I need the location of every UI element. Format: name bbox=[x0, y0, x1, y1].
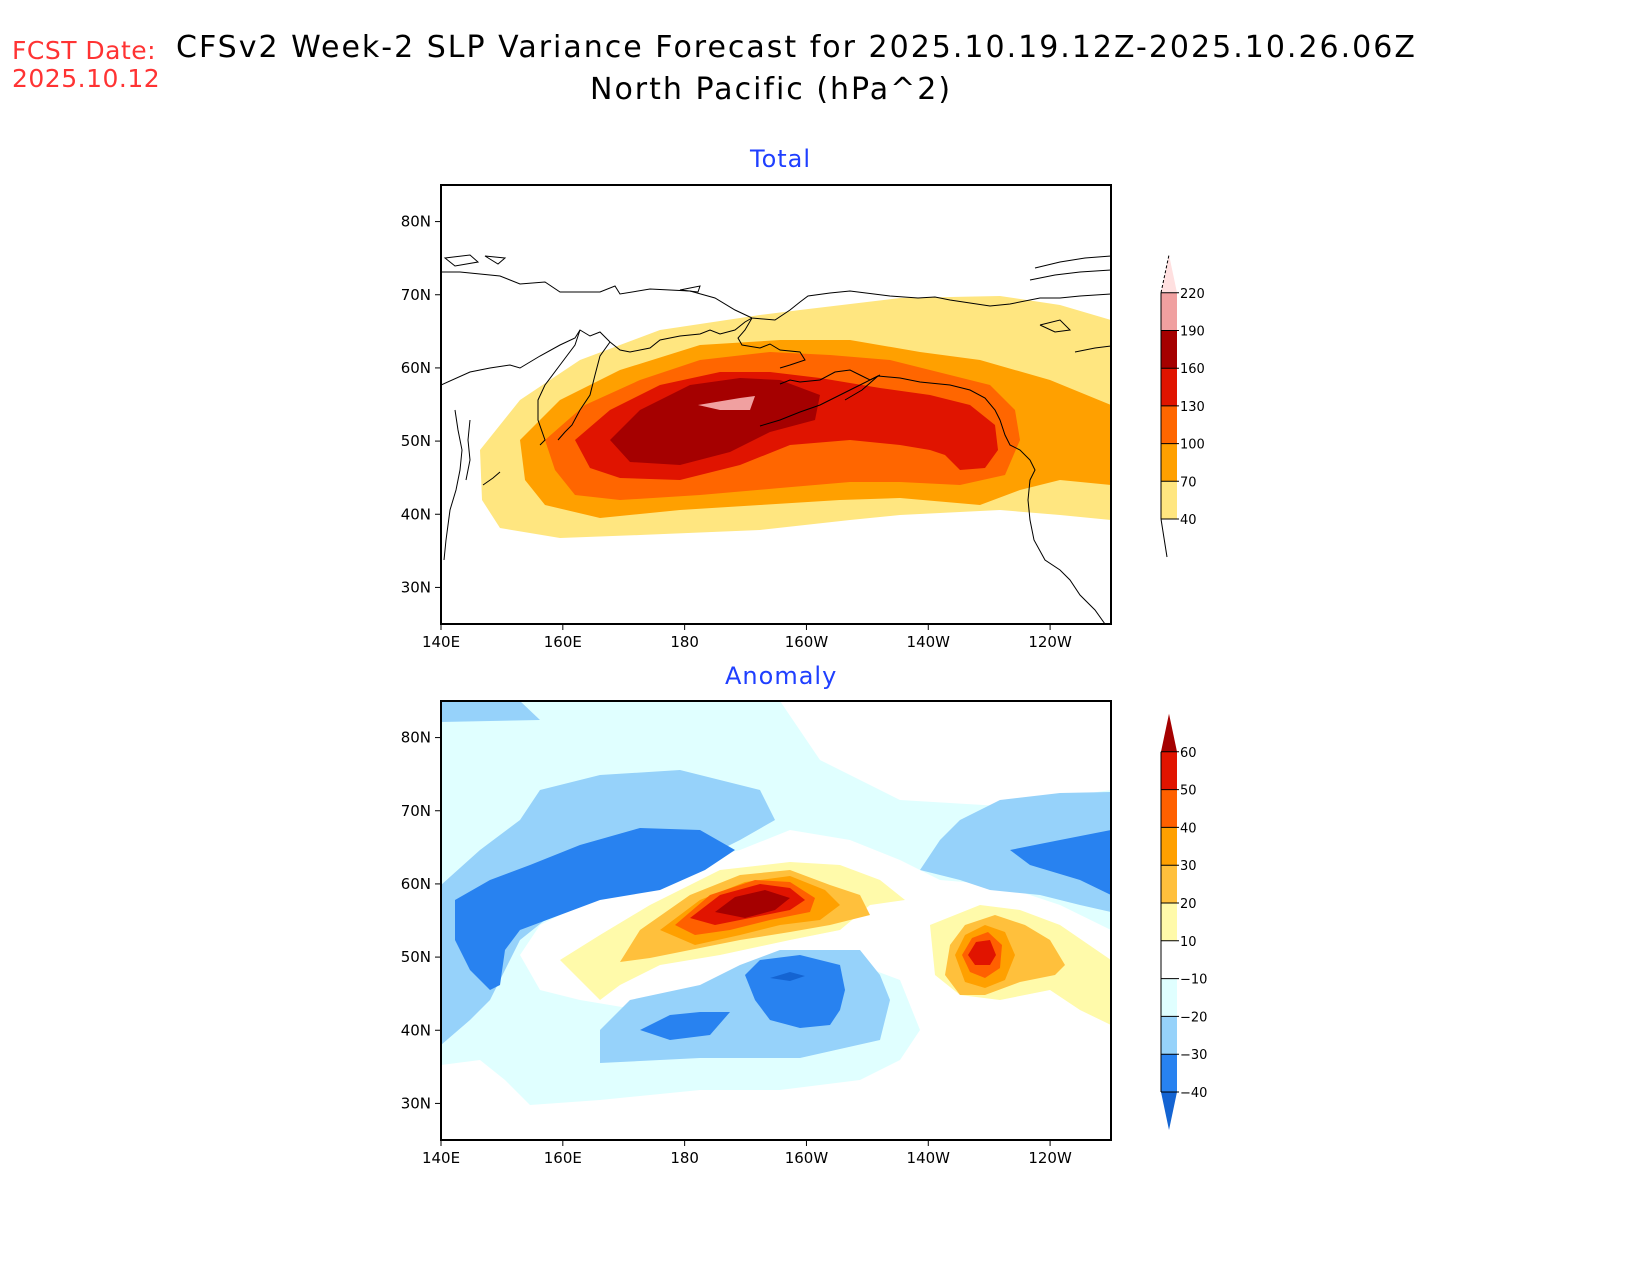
total-map-fills bbox=[441, 185, 1111, 624]
anomaly-colorbar: −40 −30 −20 −10 10 20 30 40 50 60 bbox=[1160, 713, 1207, 1130]
anomaly-colorbar-label: 40 bbox=[1180, 821, 1197, 836]
anomaly-axes: 140E 160E 180 160W 140W 120W 30N 40N 50N 60N 70N 80… bbox=[401, 729, 1072, 1167]
total-xtick-label: 160E bbox=[544, 633, 582, 651]
anomaly-colorbar-label: 10 bbox=[1180, 935, 1197, 950]
total-contour-190 bbox=[698, 396, 755, 410]
fcst-date-label: FCST Date: bbox=[12, 36, 157, 65]
total-ytick-label: 50N bbox=[401, 432, 431, 450]
total-colorbar-extend-high bbox=[1161, 254, 1177, 293]
anomaly-colorbar-label: −40 bbox=[1180, 1086, 1207, 1101]
anomaly-map-frame bbox=[440, 700, 1112, 1141]
total-colorbar: 40 70 100 130 160 190 220 bbox=[1160, 254, 1205, 558]
anomaly-colorbar-label: 50 bbox=[1180, 784, 1197, 799]
anomaly-colorbar-box bbox=[1161, 978, 1177, 1017]
anomaly-colorbar-label: −30 bbox=[1180, 1048, 1207, 1063]
subtitle: North Pacific (hPa^2) bbox=[590, 72, 953, 107]
anomaly-contour-pos50-b bbox=[968, 940, 996, 965]
anomaly-contour-neg30-d bbox=[1010, 830, 1111, 895]
total-ytick-label: 30N bbox=[401, 578, 431, 596]
total-ytick-label: 60N bbox=[401, 359, 431, 377]
total-colorbar-label: 190 bbox=[1180, 325, 1205, 340]
total-xtick-label: 120W bbox=[1028, 633, 1072, 651]
total-colorbar-label: 220 bbox=[1180, 287, 1205, 302]
panel-title-anomaly: Anomaly bbox=[725, 662, 838, 690]
total-colorbar-label: 70 bbox=[1180, 475, 1197, 490]
anomaly-ytick-label: 60N bbox=[401, 875, 431, 893]
total-xtick-label: 140E bbox=[422, 633, 460, 651]
anomaly-ytick-label: 70N bbox=[401, 802, 431, 820]
anomaly-xtick-label: 180 bbox=[670, 1149, 699, 1167]
anomaly-colorbar-extend-high bbox=[1161, 713, 1177, 752]
anomaly-ytick-label: 30N bbox=[401, 1094, 431, 1112]
anomaly-contour-neg30-a bbox=[455, 828, 735, 990]
anomaly-colorbar-box bbox=[1161, 865, 1177, 903]
total-xtick-label: 180 bbox=[670, 633, 699, 651]
anomaly-contour-neg30-c bbox=[640, 1012, 730, 1040]
fcst-date-value: 2025.10.12 bbox=[12, 64, 161, 93]
anomaly-ytick-label: 80N bbox=[401, 729, 431, 747]
total-colorbar-box bbox=[1161, 443, 1177, 482]
anomaly-xtick-label: 160W bbox=[785, 1149, 829, 1167]
anomaly-colorbar-box bbox=[1161, 827, 1177, 866]
total-colorbar-box bbox=[1161, 405, 1177, 444]
anomaly-colorbar-label: −20 bbox=[1180, 1010, 1207, 1025]
total-ytick-label: 70N bbox=[401, 286, 431, 304]
anomaly-colorbar-label: 60 bbox=[1180, 746, 1197, 761]
anomaly-xtick-label: 160E bbox=[544, 1149, 582, 1167]
anomaly-xtick-label: 120W bbox=[1028, 1149, 1072, 1167]
anomaly-colorbar-label: 20 bbox=[1180, 897, 1197, 912]
anomaly-contour-neg40 bbox=[770, 972, 805, 981]
total-xtick-label: 140W bbox=[907, 633, 951, 651]
anomaly-contour-pos60 bbox=[715, 890, 790, 918]
anomaly-map-fills bbox=[441, 701, 1111, 1140]
anomaly-colorbar-extend-low bbox=[1161, 1092, 1177, 1130]
total-colorbar-extend-low-edge bbox=[1160, 518, 1168, 558]
anomaly-colorbar-box bbox=[1161, 751, 1177, 790]
total-axes: 140E 160E 180 160W 140W 120W 30N 40N 50N 60N 70N 80… bbox=[401, 213, 1072, 651]
anomaly-colorbar-box bbox=[1161, 1016, 1177, 1055]
total-xtick-label: 160W bbox=[785, 633, 829, 651]
anomaly-contour-neg30-b bbox=[745, 955, 845, 1028]
anomaly-colorbar-box bbox=[1161, 940, 1177, 979]
total-colorbar-box bbox=[1161, 330, 1177, 369]
total-ytick-label: 80N bbox=[401, 213, 431, 231]
total-map-frame bbox=[440, 184, 1112, 625]
anomaly-colorbar-box bbox=[1161, 903, 1177, 941]
anomaly-xtick-label: 140E bbox=[422, 1149, 460, 1167]
anomaly-colorbar-box bbox=[1161, 789, 1177, 828]
total-colorbar-extend-low bbox=[1161, 519, 1177, 557]
anomaly-colorbar-label: 30 bbox=[1180, 859, 1197, 874]
total-ytick-label: 40N bbox=[401, 505, 431, 523]
total-colorbar-label: 160 bbox=[1180, 362, 1205, 377]
anomaly-contour-neg20-a bbox=[441, 701, 540, 722]
total-colorbar-box bbox=[1161, 368, 1177, 406]
total-colorbar-label: 100 bbox=[1180, 438, 1205, 453]
anomaly-xtick-label: 140W bbox=[907, 1149, 951, 1167]
total-colorbar-box bbox=[1161, 481, 1177, 519]
anomaly-colorbar-label: −10 bbox=[1180, 973, 1207, 988]
total-colorbar-box bbox=[1161, 292, 1177, 331]
total-contour-160 bbox=[610, 378, 820, 465]
anomaly-ytick-label: 50N bbox=[401, 948, 431, 966]
total-colorbar-label: 130 bbox=[1180, 400, 1205, 415]
main-title: CFSv2 Week-2 SLP Variance Forecast for 2… bbox=[176, 30, 1417, 65]
anomaly-colorbar-box bbox=[1161, 1054, 1177, 1092]
anomaly-ytick-label: 40N bbox=[401, 1021, 431, 1039]
panel-title-total: Total bbox=[750, 145, 812, 173]
total-colorbar-extend-high-edge bbox=[1160, 254, 1170, 293]
total-colorbar-label: 40 bbox=[1180, 513, 1197, 528]
